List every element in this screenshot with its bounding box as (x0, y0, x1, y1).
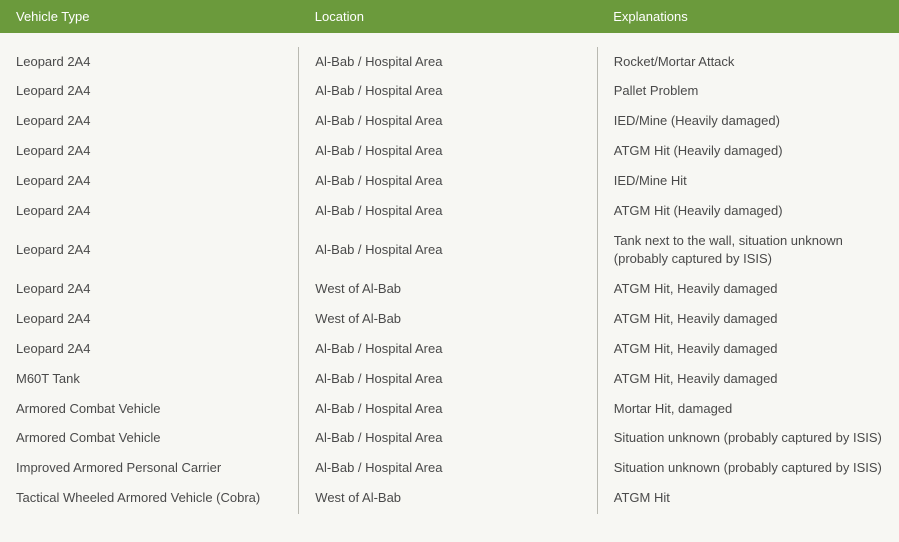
table-row: Leopard 2A4Al-Bab / Hospital AreaIED/Min… (0, 166, 899, 196)
table-row: Leopard 2A4Al-Bab / Hospital AreaPallet … (0, 77, 899, 107)
table-cell: Rocket/Mortar Attack (597, 47, 899, 77)
table-cell: Al-Bab / Hospital Area (299, 334, 597, 364)
table-cell: Al-Bab / Hospital Area (299, 424, 597, 454)
column-header-explanations: Explanations (597, 0, 899, 33)
table-cell: Armored Combat Vehicle (0, 424, 299, 454)
table-row: Leopard 2A4West of Al-BabATGM Hit, Heavi… (0, 305, 899, 335)
table-cell: Situation unknown (probably captured by … (597, 424, 899, 454)
table-cell: Situation unknown (probably captured by … (597, 454, 899, 484)
table-cell: Al-Bab / Hospital Area (299, 166, 597, 196)
table-cell: West of Al-Bab (299, 275, 597, 305)
table-row: Leopard 2A4Al-Bab / Hospital AreaATGM Hi… (0, 334, 899, 364)
table-cell: ATGM Hit (Heavily damaged) (597, 137, 899, 167)
table-cell: ATGM Hit, Heavily damaged (597, 334, 899, 364)
table-row: Leopard 2A4Al-Bab / Hospital AreaRocket/… (0, 47, 899, 77)
table-cell: Leopard 2A4 (0, 137, 299, 167)
table-cell: IED/Mine Hit (597, 166, 899, 196)
table-cell: Leopard 2A4 (0, 196, 299, 226)
table-cell: Al-Bab / Hospital Area (299, 364, 597, 394)
table-header-row: Vehicle Type Location Explanations (0, 0, 899, 33)
table-cell: Al-Bab / Hospital Area (299, 394, 597, 424)
table-row: Tactical Wheeled Armored Vehicle (Cobra)… (0, 484, 899, 514)
table-row: Armored Combat VehicleAl-Bab / Hospital … (0, 394, 899, 424)
table-cell: Al-Bab / Hospital Area (299, 137, 597, 167)
table-row: Improved Armored Personal CarrierAl-Bab … (0, 454, 899, 484)
table-cell: Leopard 2A4 (0, 226, 299, 275)
table-cell: Al-Bab / Hospital Area (299, 47, 597, 77)
table-cell: Leopard 2A4 (0, 47, 299, 77)
table-spacer-row (0, 33, 899, 47)
table-cell: Leopard 2A4 (0, 275, 299, 305)
table-body: Leopard 2A4Al-Bab / Hospital AreaRocket/… (0, 33, 899, 514)
table-row: Leopard 2A4Al-Bab / Hospital AreaATGM Hi… (0, 196, 899, 226)
table-cell: Al-Bab / Hospital Area (299, 77, 597, 107)
table-cell: Leopard 2A4 (0, 107, 299, 137)
table-cell: ATGM Hit, Heavily damaged (597, 305, 899, 335)
table-cell: Mortar Hit, damaged (597, 394, 899, 424)
table-cell: Leopard 2A4 (0, 334, 299, 364)
vehicle-loss-table: Vehicle Type Location Explanations Leopa… (0, 0, 899, 514)
table-cell: Al-Bab / Hospital Area (299, 226, 597, 275)
column-header-location: Location (299, 0, 597, 33)
table-cell: Pallet Problem (597, 77, 899, 107)
table-row: Leopard 2A4West of Al-BabATGM Hit, Heavi… (0, 275, 899, 305)
table-cell: M60T Tank (0, 364, 299, 394)
table-cell: ATGM Hit (Heavily damaged) (597, 196, 899, 226)
table-row: M60T TankAl-Bab / Hospital AreaATGM Hit,… (0, 364, 899, 394)
table-cell: Al-Bab / Hospital Area (299, 196, 597, 226)
table-row: Leopard 2A4Al-Bab / Hospital AreaIED/Min… (0, 107, 899, 137)
table-row: Leopard 2A4Al-Bab / Hospital AreaATGM Hi… (0, 137, 899, 167)
table-row: Armored Combat VehicleAl-Bab / Hospital … (0, 424, 899, 454)
table-cell: Armored Combat Vehicle (0, 394, 299, 424)
table-cell: ATGM Hit, Heavily damaged (597, 364, 899, 394)
table-cell: Al-Bab / Hospital Area (299, 107, 597, 137)
table-cell: Tactical Wheeled Armored Vehicle (Cobra) (0, 484, 299, 514)
column-header-vehicle-type: Vehicle Type (0, 0, 299, 33)
table-cell: Improved Armored Personal Carrier (0, 454, 299, 484)
table-cell: Al-Bab / Hospital Area (299, 454, 597, 484)
table-cell: Leopard 2A4 (0, 77, 299, 107)
table-row: Leopard 2A4Al-Bab / Hospital AreaTank ne… (0, 226, 899, 275)
table-cell: Leopard 2A4 (0, 305, 299, 335)
table-cell: West of Al-Bab (299, 484, 597, 514)
table-cell: ATGM Hit, Heavily damaged (597, 275, 899, 305)
table-cell: IED/Mine (Heavily damaged) (597, 107, 899, 137)
table-cell: West of Al-Bab (299, 305, 597, 335)
table-cell: Tank next to the wall, situation unknown… (597, 226, 899, 275)
table-cell: Leopard 2A4 (0, 166, 299, 196)
table-cell: ATGM Hit (597, 484, 899, 514)
